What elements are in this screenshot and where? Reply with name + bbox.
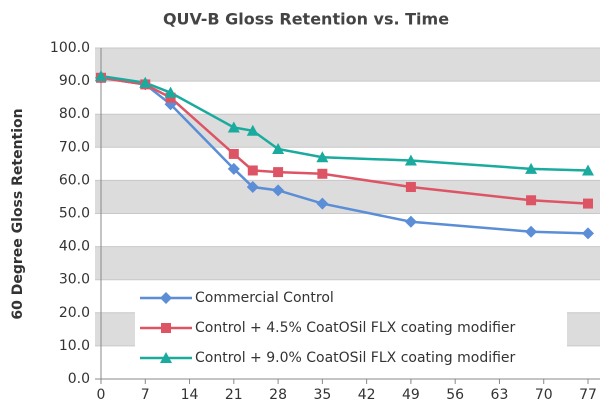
y-tick-label: 70.0: [59, 139, 90, 155]
point: [139, 76, 152, 88]
legend-box: [135, 284, 567, 372]
point: [525, 225, 538, 238]
x-tick-label: 42: [358, 387, 376, 403]
point: [227, 121, 240, 133]
y-tick-label: 100.0: [50, 40, 90, 56]
x-tick-label: 70: [535, 387, 553, 403]
point: [272, 184, 285, 197]
point: [316, 151, 329, 163]
point: [160, 352, 172, 363]
x-tick-label: 77: [579, 387, 597, 403]
point: [317, 168, 328, 179]
y-tick-label: 40.0: [59, 239, 90, 255]
point: [273, 167, 284, 178]
x-tick-label: 14: [181, 387, 199, 403]
legend-label: Control + 4.5% CoatOSil FLX coating modi…: [195, 320, 516, 336]
point: [404, 215, 417, 228]
point: [405, 182, 416, 193]
point: [246, 124, 259, 136]
y-tick-label: 90.0: [59, 73, 90, 89]
x-tick-label: 49: [402, 387, 420, 403]
x-tick-label: 0: [97, 387, 106, 403]
chart-title: QUV-B Gloss Retention vs. Time: [163, 10, 449, 29]
y-tick-label: 60.0: [59, 172, 90, 188]
point: [247, 165, 258, 176]
plot-band: [95, 114, 600, 148]
x-tick-label: 56: [446, 387, 464, 403]
y-tick-label: 10.0: [59, 338, 90, 354]
series-line: [100, 76, 589, 205]
y-axis-label: 60 Degree Gloss Retention: [10, 108, 26, 319]
y-tick-label: 50.0: [59, 206, 90, 222]
series-line: [100, 76, 589, 235]
point: [246, 181, 259, 194]
point: [525, 162, 538, 174]
y-tick-label: 20.0: [59, 305, 90, 321]
point: [227, 162, 240, 175]
point: [164, 86, 177, 98]
point: [316, 197, 329, 210]
y-tick-label: 30.0: [59, 272, 90, 288]
point: [228, 148, 239, 159]
series-line: [100, 74, 589, 172]
x-tick-label: 63: [491, 387, 509, 403]
point: [160, 292, 172, 304]
x-tick-label: 21: [225, 387, 243, 403]
point: [582, 227, 594, 240]
legend-label: Commercial Control: [195, 290, 334, 306]
point: [404, 154, 417, 166]
plot-band: [95, 48, 600, 82]
point: [583, 198, 593, 209]
point: [161, 323, 171, 333]
x-tick-label: 28: [269, 387, 287, 403]
point: [95, 70, 107, 82]
legend-label: Control + 9.0% CoatOSil FLX coating modi…: [195, 350, 516, 366]
point: [526, 195, 537, 206]
plot-band: [95, 147, 600, 181]
plot-band: [95, 246, 600, 280]
x-tick-label: 7: [141, 387, 150, 403]
y-tick-label: 0.0: [68, 371, 90, 387]
point: [582, 164, 594, 176]
x-tick-label: 35: [313, 387, 331, 403]
y-tick-label: 80.0: [59, 106, 90, 122]
point: [272, 142, 285, 154]
